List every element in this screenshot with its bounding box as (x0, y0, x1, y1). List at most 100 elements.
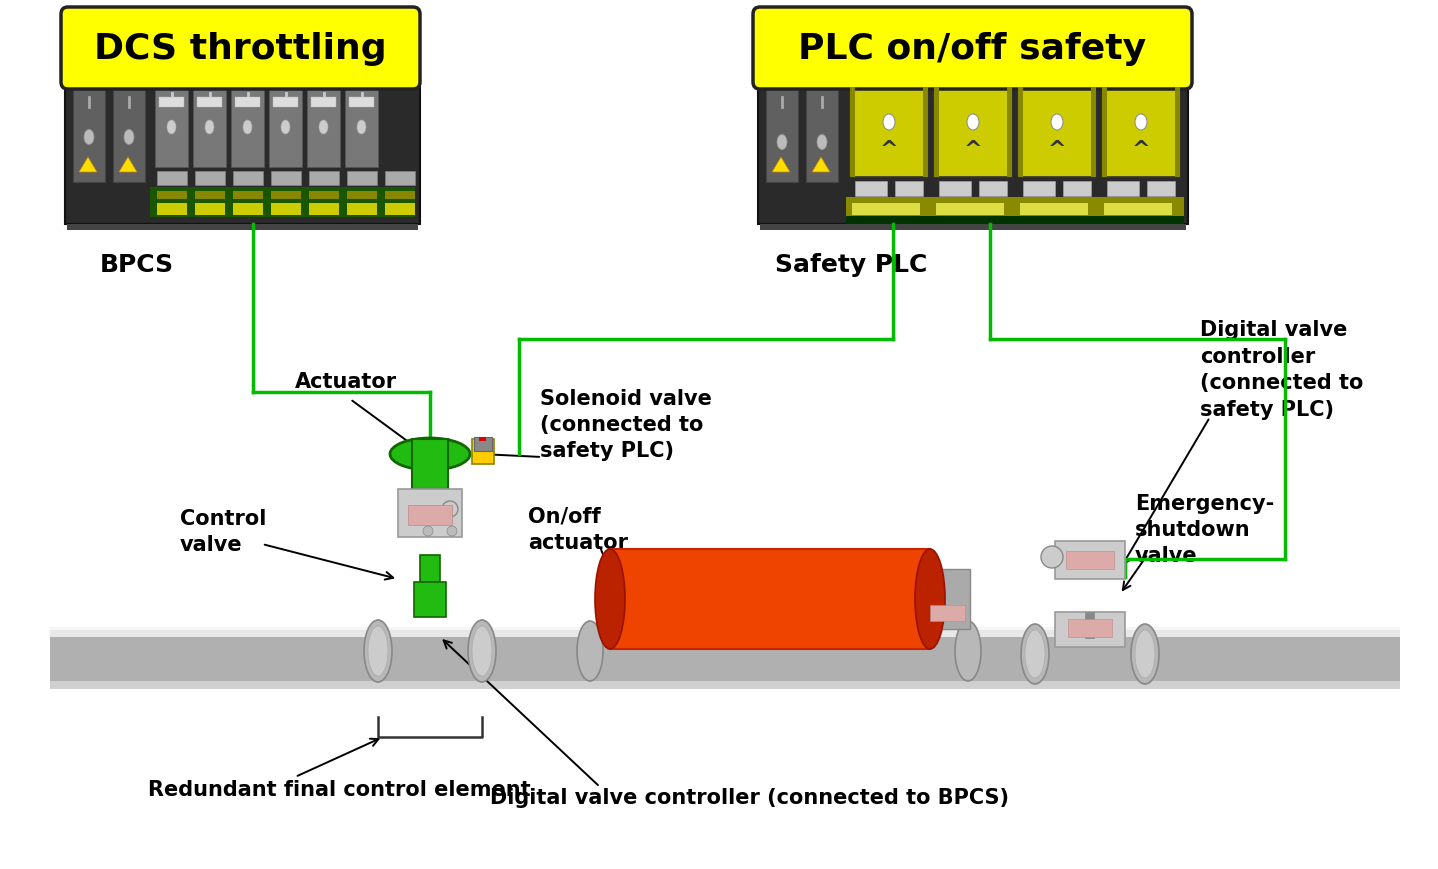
Ellipse shape (595, 549, 626, 649)
Bar (309, 192, 339, 200)
Bar (939, 182, 971, 196)
Bar (193, 88, 226, 168)
Bar (347, 172, 377, 186)
Bar (385, 203, 416, 216)
Text: DCS throttling: DCS throttling (93, 32, 387, 66)
Text: PLC on/off safety: PLC on/off safety (798, 32, 1146, 66)
Ellipse shape (1041, 547, 1063, 568)
Bar (766, 88, 798, 182)
Bar (385, 192, 416, 200)
Ellipse shape (1025, 630, 1045, 678)
Bar (50, 637, 1401, 681)
Bar (935, 88, 939, 178)
Bar (1022, 182, 1055, 196)
Bar (1018, 88, 1022, 178)
Ellipse shape (319, 121, 328, 135)
Bar (1091, 88, 1096, 178)
Bar (50, 627, 1401, 630)
Bar (306, 88, 339, 168)
Bar (1104, 203, 1172, 216)
Ellipse shape (1135, 630, 1155, 678)
Text: ^: ^ (1048, 140, 1067, 160)
Bar (856, 182, 887, 196)
Ellipse shape (368, 627, 388, 676)
Bar (309, 172, 339, 186)
Polygon shape (772, 158, 789, 173)
Bar (1175, 88, 1181, 178)
Bar (894, 182, 923, 196)
Bar (385, 172, 416, 186)
Bar (65, 80, 420, 225)
Bar (233, 203, 263, 216)
Bar (414, 452, 446, 469)
Bar (309, 203, 339, 216)
Bar (1102, 88, 1107, 178)
Ellipse shape (83, 130, 93, 145)
Polygon shape (119, 158, 137, 173)
Bar (196, 172, 224, 186)
Ellipse shape (1132, 624, 1159, 684)
Bar (269, 88, 302, 168)
Bar (851, 203, 920, 216)
Bar (936, 203, 1004, 216)
Bar (846, 216, 1183, 225)
Bar (233, 192, 263, 200)
Text: Digital valve controller (connected to BPCS): Digital valve controller (connected to B… (490, 787, 1009, 807)
Bar (196, 192, 224, 200)
Bar (807, 88, 838, 182)
Bar (50, 681, 1401, 689)
Ellipse shape (817, 136, 827, 150)
Bar (758, 80, 1188, 225)
FancyBboxPatch shape (754, 8, 1192, 90)
Ellipse shape (966, 115, 979, 131)
Bar (761, 225, 1186, 231)
Bar (233, 172, 263, 186)
Bar (1063, 182, 1091, 196)
Bar (150, 188, 416, 218)
Ellipse shape (915, 549, 945, 649)
Ellipse shape (1051, 115, 1063, 131)
Bar (413, 440, 449, 489)
Bar (157, 192, 187, 200)
Ellipse shape (447, 527, 457, 536)
Bar (311, 98, 336, 108)
Bar (420, 555, 440, 586)
FancyBboxPatch shape (60, 8, 420, 90)
Text: Digital valve
controller
(connected to
safety PLC): Digital valve controller (connected to s… (1199, 320, 1363, 419)
Bar (414, 582, 446, 617)
Bar (157, 203, 187, 216)
Bar (398, 489, 462, 537)
Bar (68, 225, 418, 231)
Ellipse shape (364, 620, 393, 682)
Bar (50, 627, 1401, 637)
Bar (925, 569, 971, 629)
Ellipse shape (167, 121, 175, 135)
Ellipse shape (955, 621, 981, 681)
Ellipse shape (390, 439, 470, 470)
Bar (1020, 203, 1089, 216)
Bar (197, 98, 221, 108)
Bar (1055, 541, 1125, 580)
Text: BPCS: BPCS (101, 253, 174, 276)
Ellipse shape (1021, 624, 1048, 684)
Text: Control
valve: Control valve (180, 508, 266, 554)
Ellipse shape (124, 130, 134, 145)
Bar (923, 88, 928, 178)
Bar (1102, 88, 1181, 178)
Text: Safety PLC: Safety PLC (775, 253, 928, 276)
Bar (850, 88, 928, 178)
Ellipse shape (883, 115, 894, 131)
Text: Emergency-
shutdown
valve: Emergency- shutdown valve (1135, 493, 1274, 566)
Ellipse shape (1135, 115, 1148, 131)
Bar (475, 437, 492, 452)
Bar (270, 203, 301, 216)
Ellipse shape (467, 620, 496, 682)
Bar (472, 440, 495, 464)
Bar (1068, 620, 1112, 637)
Bar (1007, 88, 1012, 178)
Ellipse shape (280, 121, 290, 135)
Bar (160, 98, 184, 108)
Bar (347, 203, 377, 216)
Ellipse shape (357, 121, 367, 135)
Polygon shape (812, 158, 830, 173)
